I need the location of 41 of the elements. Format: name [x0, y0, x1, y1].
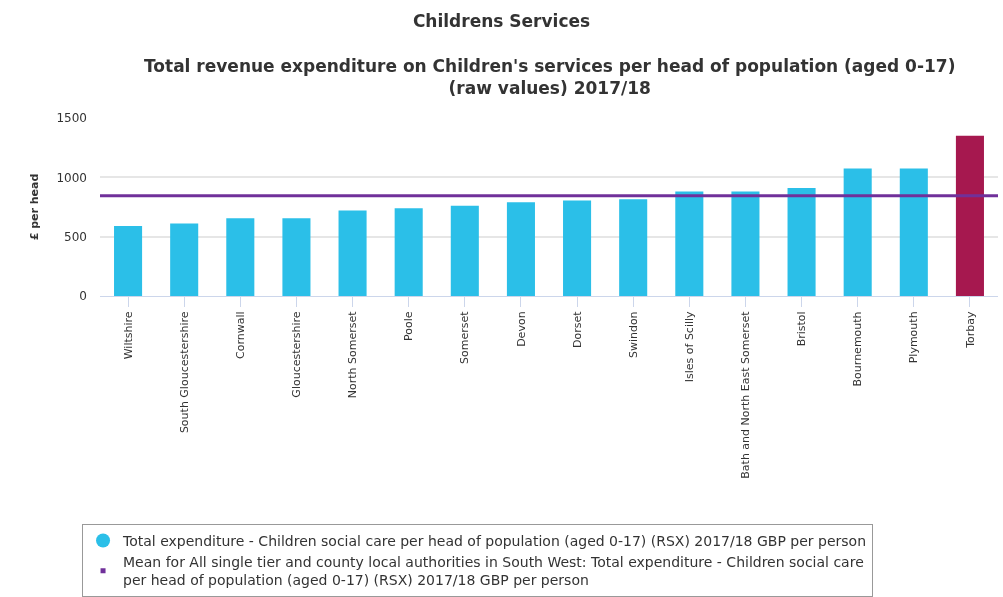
- x-tick-label: Bournemouth: [851, 311, 865, 387]
- bar: [226, 218, 255, 296]
- bar: [731, 191, 760, 296]
- bar: [843, 168, 872, 296]
- chart-subtitle: Total revenue expenditure on Children's services per head of population (aged 0-17) (raw values) 2017/18: [144, 56, 956, 99]
- bar: [506, 202, 535, 296]
- x-tick-label: North Somerset: [346, 310, 360, 399]
- bar: [675, 191, 704, 296]
- bar: [394, 208, 423, 296]
- x-tick-label: Plymouth: [907, 311, 921, 364]
- x-tick-label: Dorset: [570, 310, 584, 348]
- legend-label: Mean for All single tier and county local authorities in South West: Total expenditure - Children social care per head of population (aged 0-17) (RSX) 2017/18 GBP per person: [123, 554, 864, 589]
- bar: [787, 188, 816, 296]
- bar: [170, 223, 199, 296]
- y-tick-label: 1500: [56, 111, 87, 126]
- legend-label: Total expenditure - Children social care per head of population (aged 0-17) (RSX) 2017/18 GBP per person: [122, 532, 867, 549]
- x-tick-label: Torbay: [963, 310, 977, 349]
- bar: [282, 218, 311, 296]
- x-tick-label: Devon: [514, 311, 528, 347]
- bar: [563, 200, 592, 296]
- x-tick-label: Cornwall: [233, 311, 247, 359]
- y-tick-label: 500: [64, 229, 87, 244]
- x-tick-label: Bristol: [795, 311, 809, 347]
- bar: [955, 135, 984, 296]
- x-tick-label: Somerset: [458, 310, 472, 364]
- bar: [450, 205, 479, 296]
- bar: [338, 210, 367, 296]
- x-tick-label: Wiltshire: [121, 311, 135, 360]
- bar: [899, 168, 928, 296]
- chart-title: Childrens Services: [412, 10, 591, 31]
- y-tick-label: 1000: [56, 170, 87, 185]
- x-tick-label: Gloucestershire: [290, 311, 304, 398]
- bar: [114, 225, 143, 296]
- x-tick-label: Swindon: [626, 311, 640, 359]
- x-tick-label: Bath and North East Somerset: [739, 310, 753, 479]
- y-tick-label: 0: [79, 289, 87, 304]
- x-tick-label: South Gloucestershire: [177, 311, 191, 434]
- bar: [619, 199, 648, 296]
- x-tick-label: Poole: [402, 311, 416, 341]
- y-axis-title: £ per head: [28, 173, 42, 241]
- x-tick-label: Isles of Scilly: [682, 310, 696, 383]
